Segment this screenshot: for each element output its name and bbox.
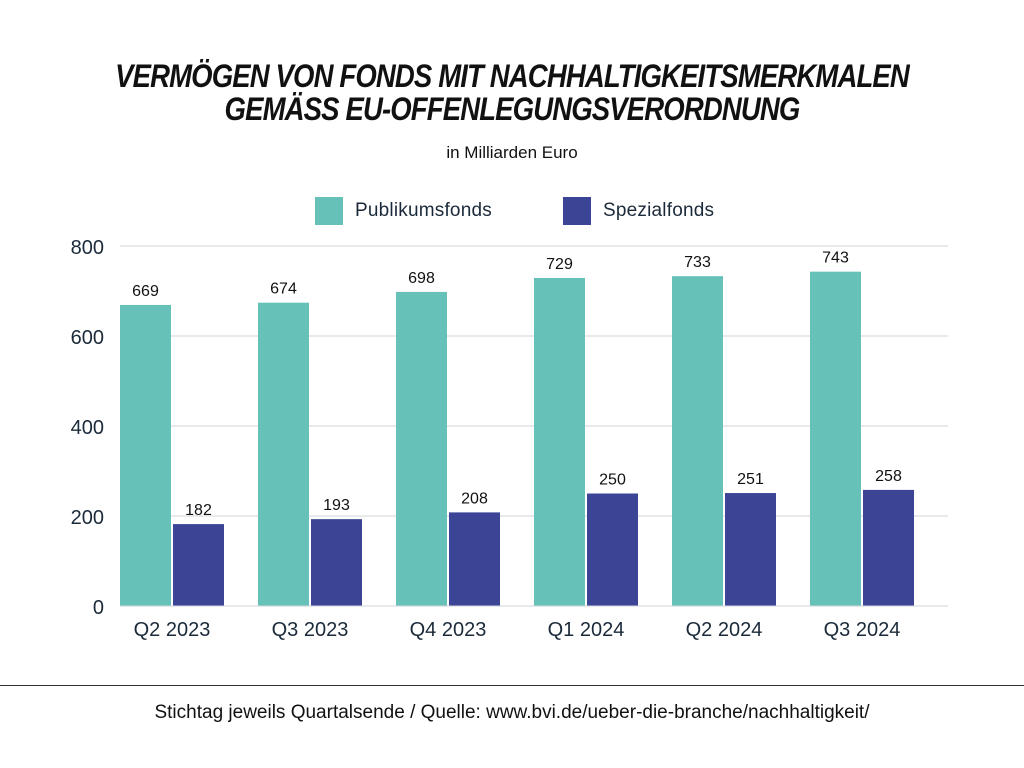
data-label-spezialfonds: 182 [185, 502, 212, 519]
chart-title-line-1: VERMÖGEN VON FONDS MIT NACHHALTIGKEITSME… [115, 58, 910, 94]
y-tick-label: 600 [71, 327, 104, 349]
bar-spezialfonds [863, 489, 914, 606]
data-label-spezialfonds: 251 [737, 471, 764, 488]
y-tick-label: 800 [71, 237, 104, 259]
bar-spezialfonds [311, 519, 362, 606]
data-label-spezialfonds: 250 [599, 472, 626, 489]
y-tick-label: 200 [71, 507, 104, 529]
data-label-publikumsfonds: 733 [684, 254, 711, 271]
data-label-spezialfonds: 208 [461, 490, 488, 507]
bar-publikumsfonds [120, 304, 171, 606]
chart-legend: Publikumsfonds Spezialfonds [0, 196, 1024, 226]
data-label-spezialfonds: 193 [323, 497, 350, 514]
chart-title-line-2: GEMÄSS EU-OFFENLEGUNGSVERORDNUNG [224, 91, 801, 127]
x-tick-label: Q1 2024 [548, 619, 625, 641]
x-tick-label: Q3 2024 [824, 619, 901, 641]
legend-item-spezialfonds: Spezialfonds [563, 196, 714, 226]
data-label-publikumsfonds: 729 [546, 256, 573, 273]
legend-label-spezialfonds: Spezialfonds [603, 200, 715, 221]
bar-spezialfonds [725, 493, 776, 606]
bar-spezialfonds [173, 524, 224, 606]
footer-divider [0, 685, 1024, 686]
legend-swatch-publikumsfonds [315, 197, 343, 225]
x-tick-label: Q2 2024 [686, 619, 763, 641]
data-label-spezialfonds: 258 [875, 468, 902, 485]
bar-spezialfonds [587, 493, 638, 606]
legend-label-publikumsfonds: Publikumsfonds [355, 200, 492, 221]
x-tick-label: Q3 2023 [272, 619, 349, 641]
data-label-publikumsfonds: 669 [132, 283, 159, 300]
bar-publikumsfonds [672, 276, 723, 606]
data-label-publikumsfonds: 698 [408, 270, 435, 287]
legend-swatch-spezialfonds [563, 197, 591, 225]
y-tick-label: 400 [71, 417, 104, 439]
x-tick-label: Q4 2023 [410, 619, 487, 641]
data-label-publikumsfonds: 674 [270, 281, 297, 298]
x-tick-label: Q2 2023 [134, 619, 211, 641]
bar-spezialfonds [449, 512, 500, 606]
chart-title: VERMÖGEN VON FONDS MIT NACHHALTIGKEITSME… [72, 60, 953, 126]
legend-item-publikumsfonds: Publikumsfonds [315, 196, 492, 226]
source-footnote: Stichtag jeweils Quartalsende / Quelle: … [154, 702, 870, 723]
bar-publikumsfonds [534, 277, 585, 606]
bar-chart: 0 200 400 600 800 669 182 Q2 2023 674 193 Q3 2023 6… [71, 237, 948, 641]
bar-publikumsfonds [810, 271, 861, 606]
bar-publikumsfonds [258, 302, 309, 606]
bar-publikumsfonds [396, 291, 447, 606]
data-label-publikumsfonds: 743 [822, 250, 849, 267]
chart-subtitle: in Milliarden Euro [446, 143, 578, 162]
y-tick-label: 0 [93, 597, 104, 619]
